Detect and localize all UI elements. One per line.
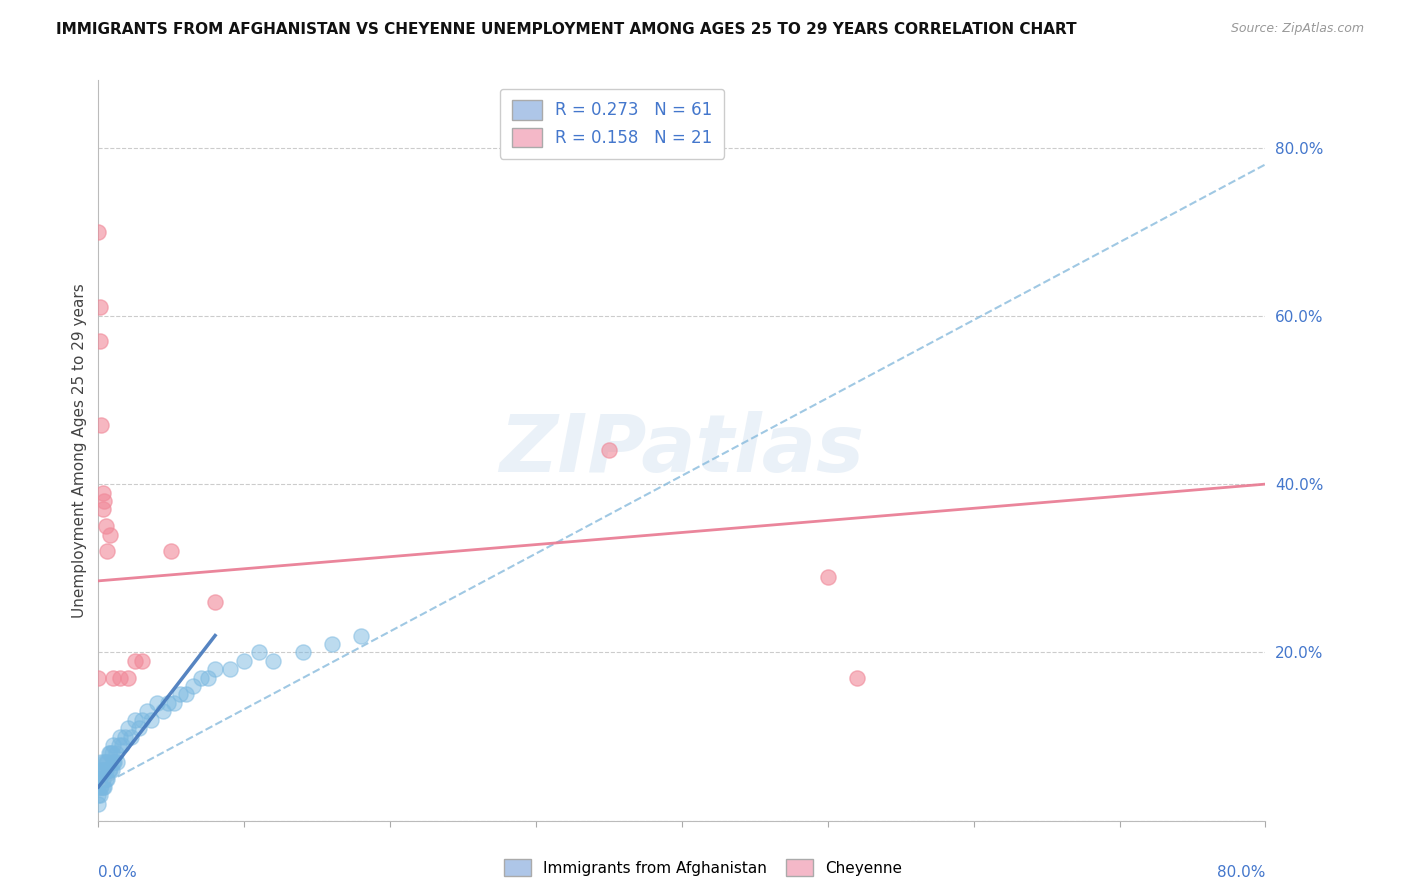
Point — [90, 418, 112, 433]
Point — [108, 738, 131, 752]
Point — [128, 721, 150, 735]
Point — [114, 730, 136, 744]
Point — [100, 747, 122, 761]
Point — [218, 662, 240, 676]
Text: 0.0%: 0.0% — [98, 865, 138, 880]
Point — [350, 628, 373, 642]
Point — [101, 671, 124, 685]
Point — [190, 671, 212, 685]
Text: 80.0%: 80.0% — [1218, 865, 1265, 880]
Point — [197, 671, 219, 685]
Point — [124, 654, 146, 668]
Point — [87, 780, 110, 794]
Point — [139, 713, 162, 727]
Point — [90, 772, 112, 786]
Point — [101, 738, 124, 752]
Point — [111, 738, 134, 752]
Point — [105, 755, 128, 769]
Point — [110, 730, 132, 744]
Point — [103, 755, 125, 769]
Point — [152, 704, 174, 718]
Text: Source: ZipAtlas.com: Source: ZipAtlas.com — [1230, 22, 1364, 36]
Point — [247, 645, 270, 659]
Point — [93, 755, 115, 769]
Point — [87, 789, 110, 803]
Legend: R = 0.273   N = 61, R = 0.158   N = 21: R = 0.273 N = 61, R = 0.158 N = 21 — [501, 88, 724, 159]
Point — [233, 654, 256, 668]
Point — [98, 763, 121, 777]
Point — [321, 637, 343, 651]
Point — [262, 654, 284, 668]
Point — [91, 502, 114, 516]
Point — [94, 763, 117, 777]
Point — [96, 755, 118, 769]
Point — [90, 755, 112, 769]
Point — [204, 662, 226, 676]
Point — [160, 544, 183, 558]
Point — [93, 763, 115, 777]
Point — [101, 755, 124, 769]
Point — [87, 797, 110, 811]
Point — [157, 696, 180, 710]
Point — [98, 527, 121, 541]
Point — [100, 763, 122, 777]
Point — [96, 772, 118, 786]
Point — [117, 721, 139, 735]
Point — [89, 334, 111, 348]
Point — [598, 443, 620, 458]
Point — [91, 763, 114, 777]
Point — [110, 671, 132, 685]
Point — [87, 225, 110, 239]
Point — [135, 704, 157, 718]
Point — [131, 713, 153, 727]
Point — [97, 763, 120, 777]
Point — [87, 671, 110, 685]
Point — [846, 671, 869, 685]
Point — [124, 713, 146, 727]
Point — [90, 780, 112, 794]
Point — [291, 645, 314, 659]
Point — [204, 595, 226, 609]
Point — [98, 747, 121, 761]
Point — [146, 696, 169, 710]
Point — [89, 789, 111, 803]
Y-axis label: Unemployment Among Ages 25 to 29 years: Unemployment Among Ages 25 to 29 years — [72, 283, 87, 618]
Point — [91, 780, 114, 794]
Point — [120, 730, 142, 744]
Point — [89, 301, 111, 315]
Point — [97, 747, 120, 761]
Legend: Immigrants from Afghanistan, Cheyenne: Immigrants from Afghanistan, Cheyenne — [498, 853, 908, 882]
Point — [89, 763, 111, 777]
Point — [89, 772, 111, 786]
Point — [91, 485, 114, 500]
Text: IMMIGRANTS FROM AFGHANISTAN VS CHEYENNE UNEMPLOYMENT AMONG AGES 25 TO 29 YEARS C: IMMIGRANTS FROM AFGHANISTAN VS CHEYENNE … — [56, 22, 1077, 37]
Text: ZIPatlas: ZIPatlas — [499, 411, 865, 490]
Point — [163, 696, 186, 710]
Point — [181, 679, 204, 693]
Point — [94, 772, 117, 786]
Point — [91, 772, 114, 786]
Point — [174, 688, 197, 702]
Point — [93, 494, 115, 508]
Point — [117, 671, 139, 685]
Point — [94, 519, 117, 533]
Point — [96, 544, 118, 558]
Point — [817, 569, 839, 583]
Point — [87, 772, 110, 786]
Point — [93, 780, 115, 794]
Point — [89, 780, 111, 794]
Point — [131, 654, 153, 668]
Point — [169, 688, 191, 702]
Point — [104, 747, 127, 761]
Point — [94, 755, 117, 769]
